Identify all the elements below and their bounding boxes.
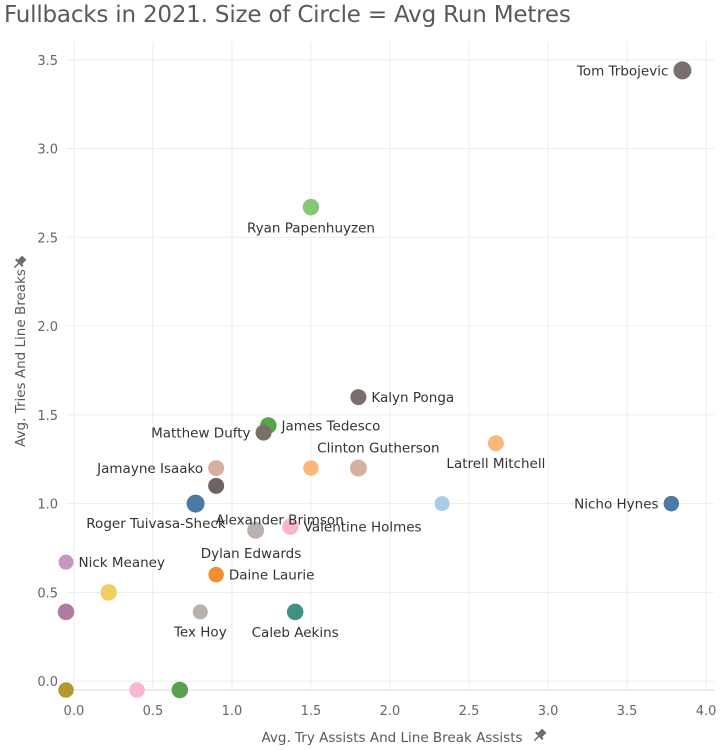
point-label: Jamayne Isaako [96,461,203,477]
labels-layer: Tom Trbojevic Ryan Papenhuyzen Kalyn Ponga… [79,63,669,641]
y-tick-label: 3.0 [37,143,58,158]
pin-icon[interactable] [11,254,28,271]
data-point[interactable] [208,477,225,494]
point-label: Caleb Aekins [252,625,339,641]
y-axis-title: Avg. Tries And Line Breaks [13,269,29,447]
point-label: Matthew Dufty [151,426,250,442]
x-tick-label: 1.0 [222,704,243,719]
data-point[interactable] [663,495,680,512]
y-tick-label: 2.5 [37,231,58,246]
x-tick-label: 1.5 [301,704,322,719]
data-point[interactable] [302,198,320,216]
data-point[interactable] [286,603,304,621]
data-point[interactable] [255,424,272,441]
y-tick-label: 2.0 [37,320,58,335]
axis-layer: 0.0 0.5 1.0 1.5 2.0 2.5 3.0 3.5 4.0 0.0 0.5 1.0 1.5 2… [37,54,716,719]
grid-layer [66,42,714,690]
pin-icon[interactable] [531,727,548,744]
x-tick-label: 2.5 [459,704,480,719]
x-tick-label: 0.0 [64,704,85,719]
data-point[interactable] [129,682,145,698]
point-label: Tom Trbojevic [576,63,669,79]
point-label: Clinton Gutherson [317,441,439,457]
point-label: Valentine Holmes [304,520,422,536]
point-label: James Tedesco [281,418,381,434]
point-label: Alexander Brimson [216,513,344,529]
x-axis-title: Avg. Try Assists And Line Break Assists [261,730,522,746]
point-label: Nick Meaney [79,555,165,571]
data-point[interactable] [208,460,225,477]
data-point[interactable] [673,61,692,80]
point-label: Roger Tuivasa-Sheck [86,516,226,532]
data-point[interactable] [192,604,208,620]
y-tick-label: 0.5 [37,586,58,601]
data-point[interactable] [350,389,367,406]
data-point[interactable] [186,494,205,513]
point-label: Dylan Edwards [201,546,302,562]
point-label: Nicho Hynes [574,497,658,513]
y-tick-label: 0.0 [37,675,58,690]
data-point[interactable] [58,682,74,698]
data-point[interactable] [57,603,75,621]
x-tick-label: 2.0 [380,704,401,719]
data-point[interactable] [487,435,504,452]
x-tick-label: 3.0 [538,704,559,719]
y-tick-label: 1.5 [37,409,58,424]
data-point[interactable] [208,566,224,583]
data-point[interactable] [434,496,450,512]
x-tick-label: 3.5 [617,704,638,719]
data-point[interactable] [171,681,189,699]
point-label: Latrell Mitchell [446,456,545,472]
data-point[interactable] [303,460,319,476]
data-point[interactable] [282,518,299,535]
chart-title: Fullbacks in 2021. Size of Circle = Avg … [4,2,571,28]
point-label: Daine Laurie [229,568,315,584]
points-layer [57,61,692,699]
data-point[interactable] [100,584,117,601]
x-tick-label: 0.5 [143,704,164,719]
point-label: Kalyn Ponga [371,390,454,406]
y-tick-label: 3.5 [37,54,58,69]
y-tick-label: 1.0 [37,498,58,513]
point-label: Tex Hoy [173,624,227,640]
x-tick-label: 4.0 [696,704,717,719]
data-point[interactable] [247,521,265,539]
point-label: Ryan Papenhuyzen [247,220,375,236]
data-point[interactable] [58,554,74,570]
data-point[interactable] [349,459,367,477]
